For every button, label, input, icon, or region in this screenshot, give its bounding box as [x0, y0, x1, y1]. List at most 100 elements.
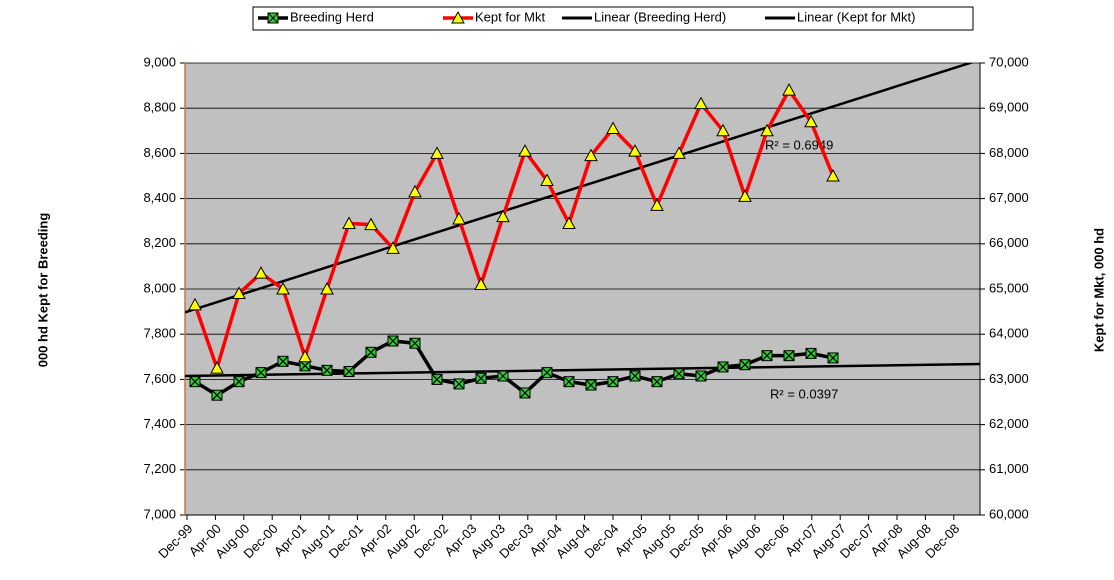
- marker: [518, 144, 532, 157]
- marker: [189, 376, 201, 388]
- marker: [255, 367, 267, 379]
- marker-cross: [827, 352, 839, 364]
- marker-cross: [233, 376, 245, 388]
- y-tick-label: 8,000: [143, 280, 176, 295]
- marker: [606, 121, 620, 135]
- marker-cross: [541, 367, 553, 379]
- marker-cross: [255, 367, 267, 379]
- marker: [497, 370, 509, 382]
- marker: [585, 379, 597, 391]
- marker-cross: [431, 373, 443, 385]
- marker: [210, 361, 224, 374]
- marker: [342, 216, 356, 229]
- marker: [673, 368, 685, 380]
- marker: [783, 350, 795, 362]
- marker: [695, 370, 707, 382]
- y-tick-label: 8,800: [143, 100, 176, 115]
- marker-cross: [453, 378, 465, 390]
- marker: [760, 123, 774, 137]
- y-tick-label: 7,800: [143, 326, 176, 341]
- marker: [739, 359, 751, 371]
- marker: [276, 281, 290, 295]
- marker: [607, 376, 619, 388]
- y-tick-label: 7,400: [143, 416, 176, 431]
- y2-tick-label: 65,000: [989, 280, 1029, 295]
- marker: [386, 241, 400, 254]
- marker: [409, 337, 421, 349]
- marker-cross: [783, 350, 795, 362]
- marker: [298, 349, 312, 363]
- marker-cross: [299, 360, 311, 372]
- marker: [584, 148, 598, 162]
- legend-label: Linear (Breeding Herd): [594, 9, 726, 24]
- marker: [738, 189, 752, 202]
- trend-annotation: R² = 0.0397: [770, 387, 838, 402]
- marker: [519, 387, 531, 399]
- marker: [496, 209, 510, 223]
- y-axis-title: 000 hd Kept for Breeding: [35, 213, 50, 368]
- y2-tick-label: 70,000: [989, 54, 1029, 69]
- marker-cross: [651, 376, 663, 388]
- y-tick-label: 8,200: [143, 235, 176, 250]
- y-tick-label: 7,200: [143, 461, 176, 476]
- marker: [233, 376, 245, 388]
- marker: [211, 389, 223, 401]
- y-tick-label: 8,600: [143, 145, 176, 160]
- marker: [826, 168, 840, 182]
- marker: [672, 146, 686, 159]
- y2-tick-label: 67,000: [989, 190, 1029, 205]
- marker-cross: [497, 370, 509, 382]
- marker-cross: [563, 376, 575, 388]
- marker: [475, 372, 487, 384]
- marker: [430, 146, 444, 159]
- marker: [408, 184, 422, 198]
- marker-cross: [607, 376, 619, 388]
- y-tick-label: 7,600: [143, 371, 176, 386]
- y2-tick-label: 62,000: [989, 416, 1029, 431]
- marker: [694, 96, 708, 110]
- legend-marker: [451, 10, 465, 24]
- y2-tick-label: 66,000: [989, 235, 1029, 250]
- y2-axis-title: Kept for Mkt, 000 hd: [1091, 228, 1106, 352]
- marker: [563, 376, 575, 388]
- trendline: [185, 362, 980, 378]
- marker-cross: [277, 355, 289, 367]
- marker-cross: [409, 337, 421, 349]
- marker: [805, 347, 817, 359]
- marker: [827, 352, 839, 364]
- legend-box: [252, 6, 974, 31]
- marker: [232, 286, 246, 300]
- marker: [562, 216, 576, 229]
- y-tick-label: 7,000: [143, 506, 176, 521]
- marker-cross: [189, 376, 201, 388]
- legend-label: Breeding Herd: [290, 9, 374, 24]
- marker: [320, 281, 334, 295]
- marker-cross: [695, 370, 707, 382]
- y2-tick-label: 68,000: [989, 145, 1029, 160]
- marker-cross: [717, 361, 729, 373]
- series-line: [193, 86, 835, 374]
- marker-cross: [761, 350, 773, 362]
- marker: [716, 123, 730, 137]
- marker: [650, 198, 664, 211]
- marker: [804, 114, 818, 128]
- marker-cross: [321, 364, 333, 376]
- marker-cross: [629, 370, 641, 382]
- y2-tick-label: 60,000: [989, 506, 1029, 521]
- y2-tick-label: 63,000: [989, 371, 1029, 386]
- y-tick-label: 8,400: [143, 190, 176, 205]
- y-tick-label: 9,000: [143, 54, 176, 69]
- marker: [541, 367, 553, 379]
- y2-tick-label: 61,000: [989, 461, 1029, 476]
- marker: [474, 277, 488, 290]
- marker-cross: [343, 366, 355, 377]
- trend-annotation: R² = 0.6949: [765, 138, 833, 153]
- marker: [628, 144, 642, 157]
- marker: [540, 173, 554, 187]
- marker-cross: [805, 347, 817, 359]
- marker: [365, 346, 377, 358]
- marker: [431, 373, 443, 385]
- marker: [343, 365, 355, 377]
- marker: [387, 335, 399, 347]
